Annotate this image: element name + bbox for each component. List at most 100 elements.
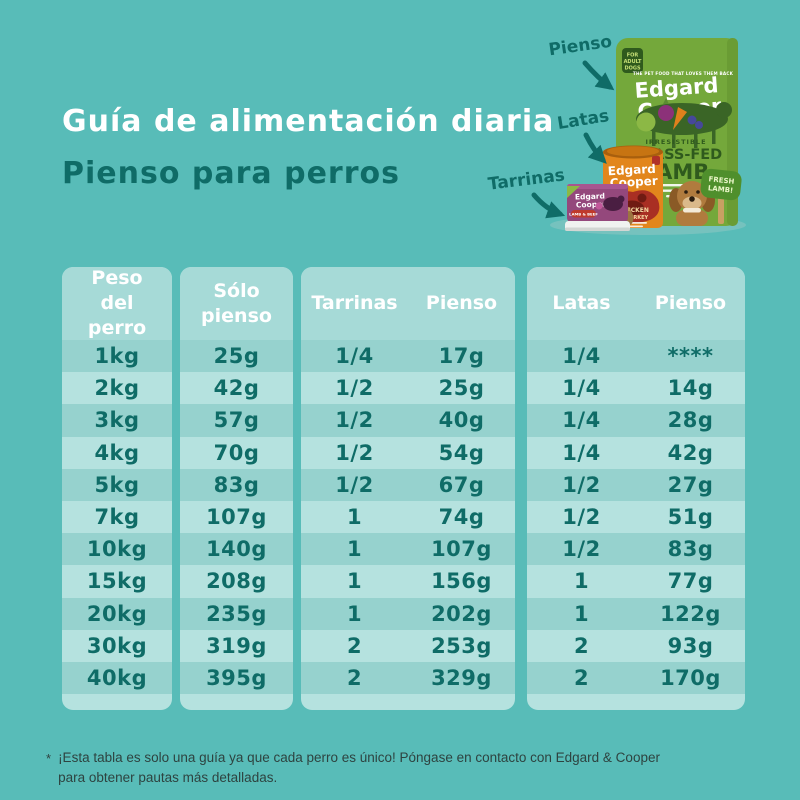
cell-tarrinas: 1/2 xyxy=(335,472,374,497)
cell-solo: 395g xyxy=(206,665,267,690)
cell-tarrinas: 1/2 xyxy=(335,440,374,465)
can-brand-line1: Edgard xyxy=(607,162,656,178)
sign-line1: FRESH xyxy=(708,175,735,186)
cell-solo: 70g xyxy=(213,440,260,465)
table-row: 2 93g xyxy=(527,630,745,662)
table-row: 1 77g xyxy=(527,565,745,597)
cell-latas_pienso: 51g xyxy=(667,505,714,530)
table-row: 1/2 54g xyxy=(301,437,515,469)
table-row: 7kg xyxy=(62,501,172,533)
column-header-peso: Peso del perro xyxy=(62,267,172,340)
column-tarrinas: Tarrinas Pienso 1/4 17g 1/2 25g 1/2 40g 1/2 54g… xyxy=(301,267,515,710)
can-variety-line1: CHICKEN xyxy=(619,207,649,214)
table-row: 2 253g xyxy=(301,630,515,662)
cell-solo: 140g xyxy=(206,537,267,562)
table-row: 1/2 51g xyxy=(527,501,745,533)
table-row: 235g xyxy=(180,597,293,630)
cell-solo: 83g xyxy=(213,472,260,497)
svg-text:DOGS: DOGS xyxy=(624,66,641,72)
label-tarrinas: Tarrinas xyxy=(487,165,566,194)
cell-latas_pienso: 27g xyxy=(667,472,714,497)
table-row: 40kg xyxy=(62,661,172,695)
cell-peso: 20kg xyxy=(86,601,148,626)
column-solo-pienso: Sólo pienso 25g 42g 57g 70g 83g 107g 140g 208g 2… xyxy=(180,267,293,710)
header-label: Latas xyxy=(552,292,611,315)
header-label: Sólo pienso xyxy=(201,279,272,327)
table-row: 140g xyxy=(180,533,293,566)
table-row: 1/2 83g xyxy=(527,533,745,566)
tray-variety: LAMB & BEEF xyxy=(569,211,598,216)
table-row: 15kg xyxy=(62,565,172,597)
cell-tarrinas: 1/2 xyxy=(335,408,374,433)
rows-solo: 25g 42g 57g 70g 83g 107g 140g 208g 235g 319g 395g xyxy=(180,340,293,695)
cell-tarrinas_pienso: 107g xyxy=(431,537,492,562)
arrow-pienso xyxy=(582,60,615,91)
cell-solo: 235g xyxy=(206,601,267,626)
bag-brand-line1: Edgard xyxy=(634,73,719,103)
table-row: 1/4 17g xyxy=(301,340,515,373)
bag-claim: IRRESISTIBLE xyxy=(645,138,706,146)
cell-peso: 3kg xyxy=(94,408,140,433)
column-header-latas: Latas Pienso xyxy=(527,267,745,340)
table-row: 2 170g xyxy=(527,661,745,695)
fruits-illustration xyxy=(636,98,703,132)
cell-peso: 40kg xyxy=(86,665,148,690)
table-row: 10kg xyxy=(62,533,172,566)
header-label: Pienso xyxy=(425,292,498,315)
label-pienso: Pienso xyxy=(547,32,613,61)
cell-tarrinas: 1/4 xyxy=(335,344,374,369)
table-row: 2kg xyxy=(62,372,172,404)
table-row: 1/2 25g xyxy=(301,372,515,404)
cell-tarrinas_pienso: 25g xyxy=(438,376,485,401)
cell-solo: 42g xyxy=(213,376,260,401)
header-label: Tarrinas xyxy=(311,292,398,315)
table-row: 1/4 14g xyxy=(527,372,745,404)
table-row: 1 156g xyxy=(301,565,515,597)
table-row: 395g xyxy=(180,661,293,695)
table-row: 30kg xyxy=(62,630,172,662)
cell-tarrinas: 1 xyxy=(346,569,363,594)
column-peso: Peso del perro 1kg 2kg 3kg 4kg 5kg 7kg 10kg 15k… xyxy=(62,267,172,710)
header-label: Peso del perro xyxy=(87,267,147,339)
cell-latas: 1/2 xyxy=(562,472,601,497)
table-row: 1kg xyxy=(62,340,172,373)
bag-tagline: THE PET FOOD THAT LOVES THEM BACK xyxy=(633,71,734,76)
header-label: Pienso xyxy=(654,292,727,315)
cell-latas: 1/2 xyxy=(562,505,601,530)
table-row: 1/2 27g xyxy=(527,468,745,501)
cell-peso: 2kg xyxy=(94,376,140,401)
cell-tarrinas_pienso: 40g xyxy=(438,408,485,433)
cell-latas_pienso: 28g xyxy=(667,408,714,433)
tray-illustration: Edgard Cooper LAMB & BEEF xyxy=(565,184,630,231)
svg-text:ADULT: ADULT xyxy=(624,59,642,65)
cell-peso: 30kg xyxy=(86,633,148,658)
cell-latas_pienso: 14g xyxy=(667,376,714,401)
fresh-lamb-sign: FRESH LAMB! xyxy=(700,168,742,224)
cell-latas: 1/4 xyxy=(562,344,601,369)
table-row: 1/2 67g xyxy=(301,468,515,501)
cell-tarrinas_pienso: 202g xyxy=(431,601,492,626)
cell-latas: 2 xyxy=(573,633,590,658)
tray-lamb-silhouette xyxy=(603,195,625,211)
table-row: 1 107g xyxy=(301,533,515,566)
arrow-tarrinas xyxy=(531,192,566,219)
table-row: 208g xyxy=(180,565,293,597)
table-row: 1/4 42g xyxy=(527,437,745,469)
cell-latas_pienso: 83g xyxy=(667,537,714,562)
kibble-bag-illustration: FOR ADULT DOGS THE PET FOOD THAT LOVES T… xyxy=(616,38,742,226)
table-row: 42g xyxy=(180,372,293,404)
table-row: 1/2 40g xyxy=(301,404,515,437)
table-row: 57g xyxy=(180,404,293,437)
table-row: 3kg xyxy=(62,404,172,437)
cell-latas_pienso: 93g xyxy=(667,633,714,658)
bag-badge-text: FOR xyxy=(627,53,639,59)
cell-latas_pienso: 170g xyxy=(660,665,721,690)
page-title: Guía de alimentación diaria xyxy=(62,104,555,139)
table-row: 1/4 **** xyxy=(527,340,745,373)
table-row: 1 202g xyxy=(301,597,515,630)
cell-solo: 57g xyxy=(213,408,260,433)
footnote-asterisk: * xyxy=(46,751,52,766)
cell-tarrinas_pienso: 329g xyxy=(431,665,492,690)
cell-peso: 15kg xyxy=(86,569,148,594)
